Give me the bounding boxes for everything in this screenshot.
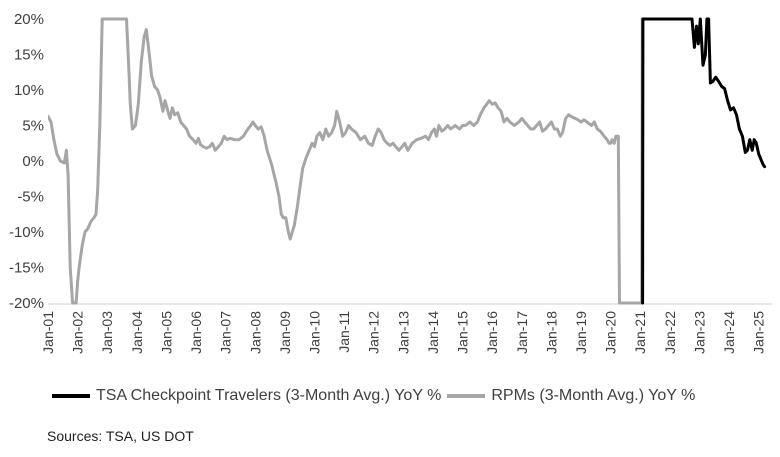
legend-label-tsa: TSA Checkpoint Travelers (3-Month Avg.) … xyxy=(96,387,442,404)
legend: TSA Checkpoint Travelers (3-Month Avg.) … xyxy=(52,386,701,406)
x-tick-label: Jan-15 xyxy=(455,311,471,354)
x-tick-label: Jan-17 xyxy=(514,311,530,354)
x-tick-label: Jan-08 xyxy=(247,311,263,354)
x-tick-label: Jan-23 xyxy=(691,311,707,354)
y-tick-label: 20% xyxy=(14,11,44,28)
x-tick-label: Jan-18 xyxy=(543,311,559,354)
x-tick-label: Jan-10 xyxy=(307,311,323,354)
x-tick-label: Jan-04 xyxy=(129,311,145,354)
y-tick-label: 0% xyxy=(22,153,44,170)
y-tick-label: -10% xyxy=(9,224,44,241)
x-axis: Jan-01 Jan-02 Jan-03 Jan-04 Jan-05 Jan-06 Jan-… xyxy=(40,311,767,354)
x-tick-label: Jan-20 xyxy=(603,311,619,354)
legend-swatch-tsa xyxy=(52,394,90,398)
y-tick-label: -5% xyxy=(17,189,44,206)
x-tick-label: Jan-24 xyxy=(721,311,737,354)
x-tick-label: Jan-02 xyxy=(70,311,86,354)
y-tick-label: 10% xyxy=(14,82,44,99)
x-tick-label: Jan-12 xyxy=(366,311,382,354)
x-tick-label: Jan-09 xyxy=(277,311,293,354)
plot-area xyxy=(48,17,767,305)
y-tick-label: 15% xyxy=(14,47,44,64)
x-tick-label: Jan-07 xyxy=(218,311,234,354)
x-tick-label: Jan-05 xyxy=(158,311,174,354)
y-tick-label: -20% xyxy=(9,295,44,312)
x-tick-label: Jan-14 xyxy=(425,311,441,354)
x-tick-label: Jan-16 xyxy=(484,311,500,354)
y-axis: -20% -15% -10% -5% 0% 5% 10% 15% 20% xyxy=(9,11,44,312)
x-tick-label: Jan-19 xyxy=(573,311,589,354)
x-tick-label: Jan-01 xyxy=(40,311,56,354)
line-chart: -20%-15%-10%-5%0%5%10%15%20% Jan-01 Jan-0… xyxy=(9,11,772,354)
legend-swatch-rpm xyxy=(447,394,486,398)
x-tick-label: Jan-06 xyxy=(188,311,204,354)
legend-item-rpm: RPMs (3-Month Avg.) YoY % xyxy=(447,387,695,405)
legend-item-tsa: TSA Checkpoint Travelers (3-Month Avg.) … xyxy=(52,387,441,405)
x-tick-label: Jan-11 xyxy=(336,311,352,353)
x-tick-label: Jan-22 xyxy=(662,311,678,354)
series-line-tsa xyxy=(641,17,767,305)
y-tick-label: 5% xyxy=(22,118,44,135)
x-tick-label: Jan-21 xyxy=(632,311,648,354)
legend-label-rpm: RPMs (3-Month Avg.) YoY % xyxy=(491,387,696,404)
series-line-rpm xyxy=(48,17,644,305)
source-note: Sources: TSA, US DOT xyxy=(47,428,194,444)
x-tick-label: Jan-03 xyxy=(99,311,115,354)
x-tick-label: Jan-25 xyxy=(751,311,767,354)
y-tick-label: -15% xyxy=(9,260,44,277)
x-tick-label: Jan-13 xyxy=(395,311,411,354)
